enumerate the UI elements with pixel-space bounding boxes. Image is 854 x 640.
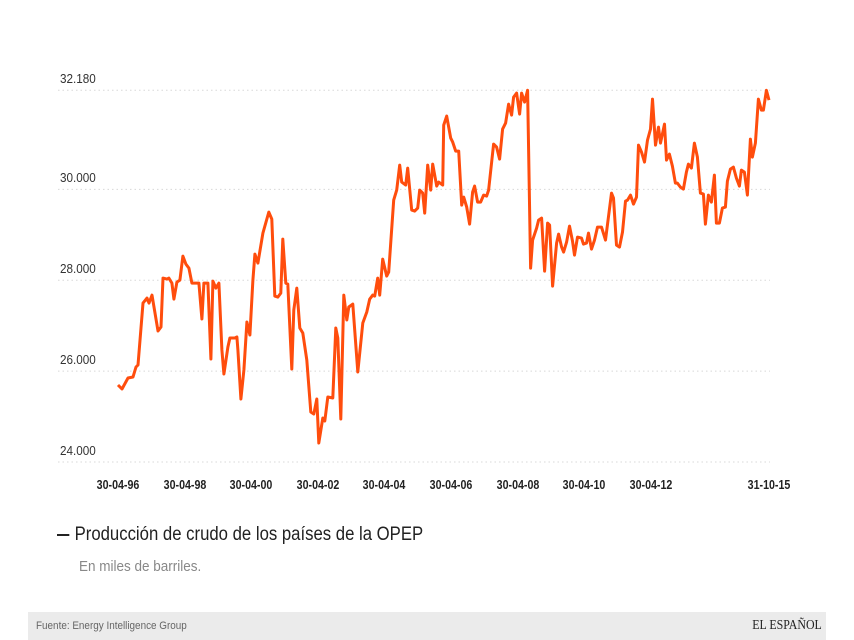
legend-dash-icon: [57, 533, 70, 536]
x-tick-label: 31-10-15: [747, 477, 791, 492]
x-tick-label: 30-04-08: [496, 477, 539, 492]
y-tick-label: 26.000: [60, 352, 96, 368]
y-tick-label: 24.000: [60, 443, 96, 458]
y-tick-label: 28.000: [60, 261, 96, 277]
x-tick-label: 30-04-10: [562, 477, 606, 492]
chart-subtitle: En miles de barriles.: [79, 558, 202, 575]
x-tick-label: 30-04-06: [429, 477, 473, 492]
series-layer: [116, 88, 771, 445]
source-note: Fuente: Energy Intelligence Group: [36, 620, 187, 632]
x-tick-label: 30-04-04: [363, 477, 406, 492]
footer-bar: Fuente: Energy Intelligence Group EL ESP…: [28, 612, 826, 640]
brand-logo: EL ESPAÑOL: [752, 618, 822, 633]
legend-label: Producción de crudo de los países de la …: [74, 524, 424, 545]
x-tick-label: 30-04-00: [229, 477, 273, 492]
x-tick-label: 30-04-02: [296, 477, 340, 492]
x-tick-label: 30-04-96: [96, 477, 140, 492]
line-chart: [58, 88, 771, 463]
y-tick-label: 30.000: [60, 170, 96, 186]
series-line-opep-production: [116, 88, 771, 445]
x-tick-label: 30-04-12: [629, 477, 673, 492]
y-tick-label: 32.180: [60, 71, 96, 87]
legend-item: Producción de crudo de los países de la …: [57, 524, 423, 546]
gridlines: [58, 89, 770, 463]
x-tick-label: 30-04-98: [163, 477, 206, 492]
